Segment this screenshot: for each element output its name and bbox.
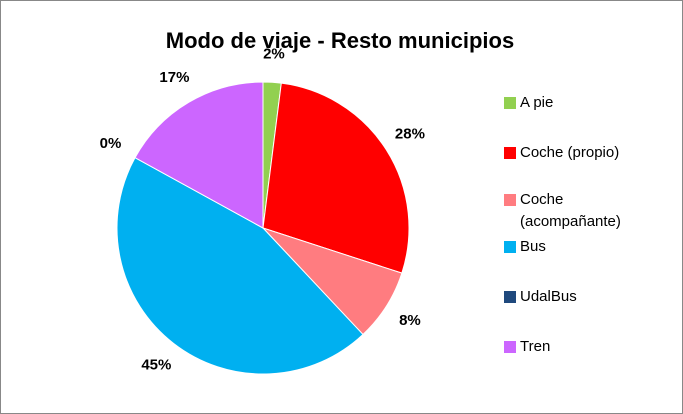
legend-label: Tren (520, 338, 550, 355)
legend-label: Bus (520, 238, 546, 255)
data-label: 45% (141, 356, 171, 373)
legend-label: A pie (520, 94, 553, 111)
pie-slice (262, 82, 410, 274)
legend-label-line: Coche (520, 191, 563, 208)
legend-label-line: (acompañante) (520, 213, 621, 230)
data-label: 0% (100, 135, 122, 152)
data-label: 2% (263, 45, 285, 62)
pie-slice (134, 81, 264, 229)
legend-swatch (504, 291, 516, 303)
legend-swatch (504, 341, 516, 353)
data-label: 17% (159, 69, 189, 86)
legend-swatch (504, 194, 516, 206)
data-label: 28% (395, 126, 425, 143)
data-label: 8% (399, 312, 421, 329)
legend-swatch (504, 147, 516, 159)
legend-label: Coche (propio) (520, 144, 619, 161)
legend-swatch (504, 97, 516, 109)
pie-slice (116, 156, 364, 375)
legend-swatch (504, 241, 516, 253)
chart-title: Modo de viaje - Resto municipios (166, 28, 514, 53)
legend-label: UdalBus (520, 288, 577, 305)
legend-label: Coche (acompañante) (520, 191, 621, 230)
